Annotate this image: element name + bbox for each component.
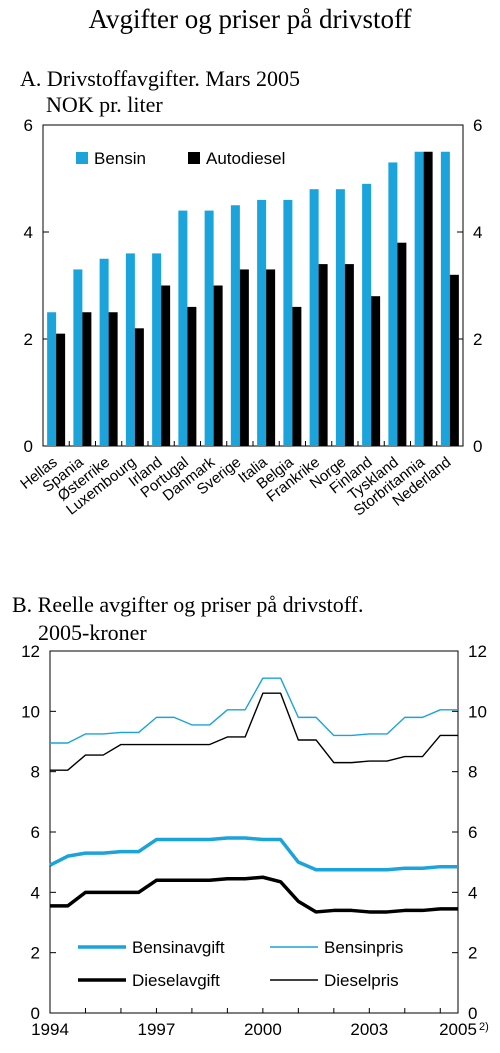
legend-label-bensin: Bensin xyxy=(94,149,146,168)
page-title: Avgifter og priser på drivstoff xyxy=(88,4,412,34)
bar-bensin-frankrike xyxy=(309,189,319,446)
x-tick-label: 1994 xyxy=(31,1020,69,1039)
y-tick-label-right: 10 xyxy=(468,702,487,721)
bar-autodiesel-sverige xyxy=(239,269,249,446)
bar-bensin-finland xyxy=(362,183,372,446)
bar-bensin-portugal xyxy=(178,210,188,446)
x-tick-label: 2005 xyxy=(439,1020,477,1039)
bar-bensin-norge xyxy=(335,189,345,446)
bar-autodiesel-belgia xyxy=(292,306,302,446)
y-tick-label-left: 6 xyxy=(31,823,40,842)
legend-label-dieselavgift: Dieselavgift xyxy=(132,971,220,990)
chart-b-title: B. Reelle avgifter og priser på drivstof… xyxy=(12,592,364,617)
x-tick-label: 2003 xyxy=(350,1020,388,1039)
chart-a-title: A. Drivstoffavgifter. Mars 2005 xyxy=(20,66,301,91)
bar-bensin-hellas xyxy=(47,312,57,446)
bar-autodiesel-luxembourg xyxy=(134,328,144,446)
bar-autodiesel-norge xyxy=(344,264,354,446)
y-tick-label-right: 8 xyxy=(468,763,477,782)
plot-frame xyxy=(49,650,459,1014)
line-bensinavgift xyxy=(49,836,458,872)
legend-label-bensinpris: Bensinpris xyxy=(324,938,403,957)
y-tick-label-right: 6 xyxy=(473,116,482,135)
bar-autodiesel-danmark xyxy=(213,285,223,446)
y-tick-label-left: 10 xyxy=(21,702,40,721)
y-tick-label-right: 2 xyxy=(473,330,482,349)
bar-bensin-nederland xyxy=(440,151,450,446)
x-tick-label: 2000 xyxy=(244,1020,282,1039)
bar-bensin-spania xyxy=(73,269,83,446)
bar-autodiesel-tyskland xyxy=(397,242,407,446)
y-tick-label-right: 0 xyxy=(473,437,482,456)
x-tick-label: 1997 xyxy=(138,1020,176,1039)
y-tick-label-left: 2 xyxy=(31,944,40,963)
legend-swatch-bensin xyxy=(76,152,88,164)
bar-bensin-danmark xyxy=(204,210,214,446)
legend-label-bensinavgift: Bensinavgift xyxy=(132,938,225,957)
y-tick-label-left: 8 xyxy=(31,763,40,782)
legend-label-autodiesel: Autodiesel xyxy=(206,149,285,168)
bar-autodiesel-hellas xyxy=(56,333,66,446)
x-tick-footnote: 2) xyxy=(479,1021,489,1033)
bar-autodiesel-finland xyxy=(371,296,381,446)
bar-bensin-belgia xyxy=(283,199,293,446)
y-tick-label-right: 12 xyxy=(468,642,487,661)
y-tick-label-right: 4 xyxy=(473,223,482,242)
y-tick-label-left: 0 xyxy=(24,437,33,456)
bar-autodiesel-frankrike xyxy=(318,264,328,446)
bar-bensin-italia xyxy=(257,199,267,446)
bar-bensin-luxembourg xyxy=(125,253,135,446)
y-tick-label-right: 6 xyxy=(468,823,477,842)
line-bensinpris xyxy=(50,677,458,744)
legend-label-dieselpris: Dieselpris xyxy=(324,971,399,990)
y-tick-label-right: 0 xyxy=(468,1004,477,1023)
bar-bensin-storbritannia xyxy=(414,151,424,446)
legend-swatch-autodiesel xyxy=(188,152,200,164)
bar-autodiesel-osterrike xyxy=(108,312,118,446)
chart-a-unit-label: NOK pr. liter xyxy=(46,92,163,117)
bar-autodiesel-irland xyxy=(161,285,171,446)
y-tick-label-left: 2 xyxy=(24,330,33,349)
y-tick-label-right: 4 xyxy=(468,883,477,902)
y-tick-label-left: 12 xyxy=(21,642,40,661)
y-tick-label-left: 0 xyxy=(31,1004,40,1023)
bar-bensin-irland xyxy=(152,253,162,446)
y-tick-label-left: 4 xyxy=(31,883,40,902)
bar-autodiesel-italia xyxy=(266,269,276,446)
line-dieselavgift xyxy=(50,875,458,914)
bar-autodiesel-portugal xyxy=(187,306,197,446)
y-tick-label-right: 2 xyxy=(468,944,477,963)
y-tick-label-left: 6 xyxy=(24,116,33,135)
bar-autodiesel-spania xyxy=(82,312,92,446)
bar-bensin-osterrike xyxy=(99,258,109,446)
y-tick-label-left: 4 xyxy=(24,223,33,242)
bar-autodiesel-storbritannia xyxy=(423,151,433,446)
bar-autodiesel-nederland xyxy=(449,274,459,446)
line-dieselpris xyxy=(50,692,458,771)
chart-b-unit-label: 2005-kroner xyxy=(38,620,147,645)
bar-bensin-sverige xyxy=(230,205,240,446)
bar-bensin-tyskland xyxy=(388,162,398,446)
